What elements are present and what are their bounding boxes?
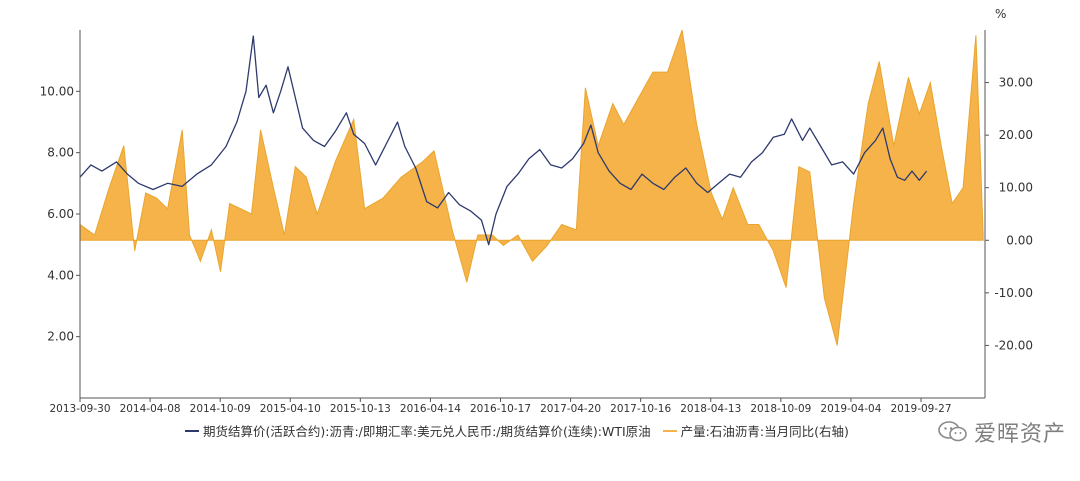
x-tick-label: 2018-04-13 (680, 403, 741, 415)
y-right-tick-label: -10.00 (994, 286, 1033, 300)
y-right-unit-label: % (995, 7, 1006, 21)
x-tick-label: 2019-09-27 (890, 403, 951, 415)
y-right-tick-label: 20.00 (999, 128, 1033, 142)
y-right-tick-label: -20.00 (994, 338, 1033, 352)
line-series-layer (79, 35, 928, 246)
legend-line-label: 期货结算价(活跃合约):沥青:/即期汇率:美元兑人民币:/期货结算价(连续):W… (203, 424, 651, 439)
line-series-ratio (79, 35, 928, 246)
legend: 期货结算价(活跃合约):沥青:/即期汇率:美元兑人民币:/期货结算价(连续):W… (185, 421, 861, 440)
y-right-tick-label: 30.00 (999, 76, 1033, 90)
x-tick-label: 2016-10-17 (470, 403, 531, 415)
axes-layer: 2.00 4.00 6.00 8.00 10.00 -20.00 -10.00 0.00 10.… (40, 7, 1033, 415)
wechat-icon (938, 421, 967, 442)
x-tick-label: 2015-10-13 (330, 403, 391, 415)
y-right-tick-label: 0.00 (1006, 233, 1033, 247)
legend-area-label: 产量:石油沥青:当月同比(右轴) (680, 424, 849, 439)
y-left-tick-label: 8.00 (47, 146, 74, 160)
watermark: 爱晖资产 (938, 416, 1066, 448)
area-series-yoy-output (79, 29, 984, 346)
x-tick-label: 2017-10-16 (610, 403, 671, 415)
legend-item-line: 期货结算价(活跃合约):沥青:/即期汇率:美元兑人民币:/期货结算价(连续):W… (185, 421, 651, 440)
y-left-tick-label: 4.00 (47, 268, 74, 282)
x-tick-label: 2018-10-09 (750, 403, 811, 415)
y-left-tick-label: 6.00 (47, 207, 74, 221)
x-tick-label: 2015-04-10 (260, 403, 321, 415)
x-tick-label: 2017-04-20 (540, 403, 601, 415)
legend-area-swatch (662, 429, 677, 432)
y-left-tick-label: 2.00 (47, 330, 74, 344)
area-series-layer (79, 29, 984, 346)
legend-line-swatch (185, 429, 199, 432)
x-tick-label: 2014-10-09 (190, 403, 251, 415)
x-tick-label: 2016-04-14 (400, 403, 461, 415)
watermark-text: 爱晖资产 (973, 422, 1066, 447)
y-right-tick-label: 10.00 (999, 181, 1033, 195)
x-tick-label: 2014-04-08 (120, 403, 181, 415)
legend-item-area: 产量:石油沥青:当月同比(右轴) (662, 421, 849, 440)
x-tick-label: 2019-04-04 (820, 403, 881, 415)
x-tick-label: 2013-09-30 (49, 403, 110, 415)
y-left-tick-label: 10.00 (40, 84, 74, 98)
